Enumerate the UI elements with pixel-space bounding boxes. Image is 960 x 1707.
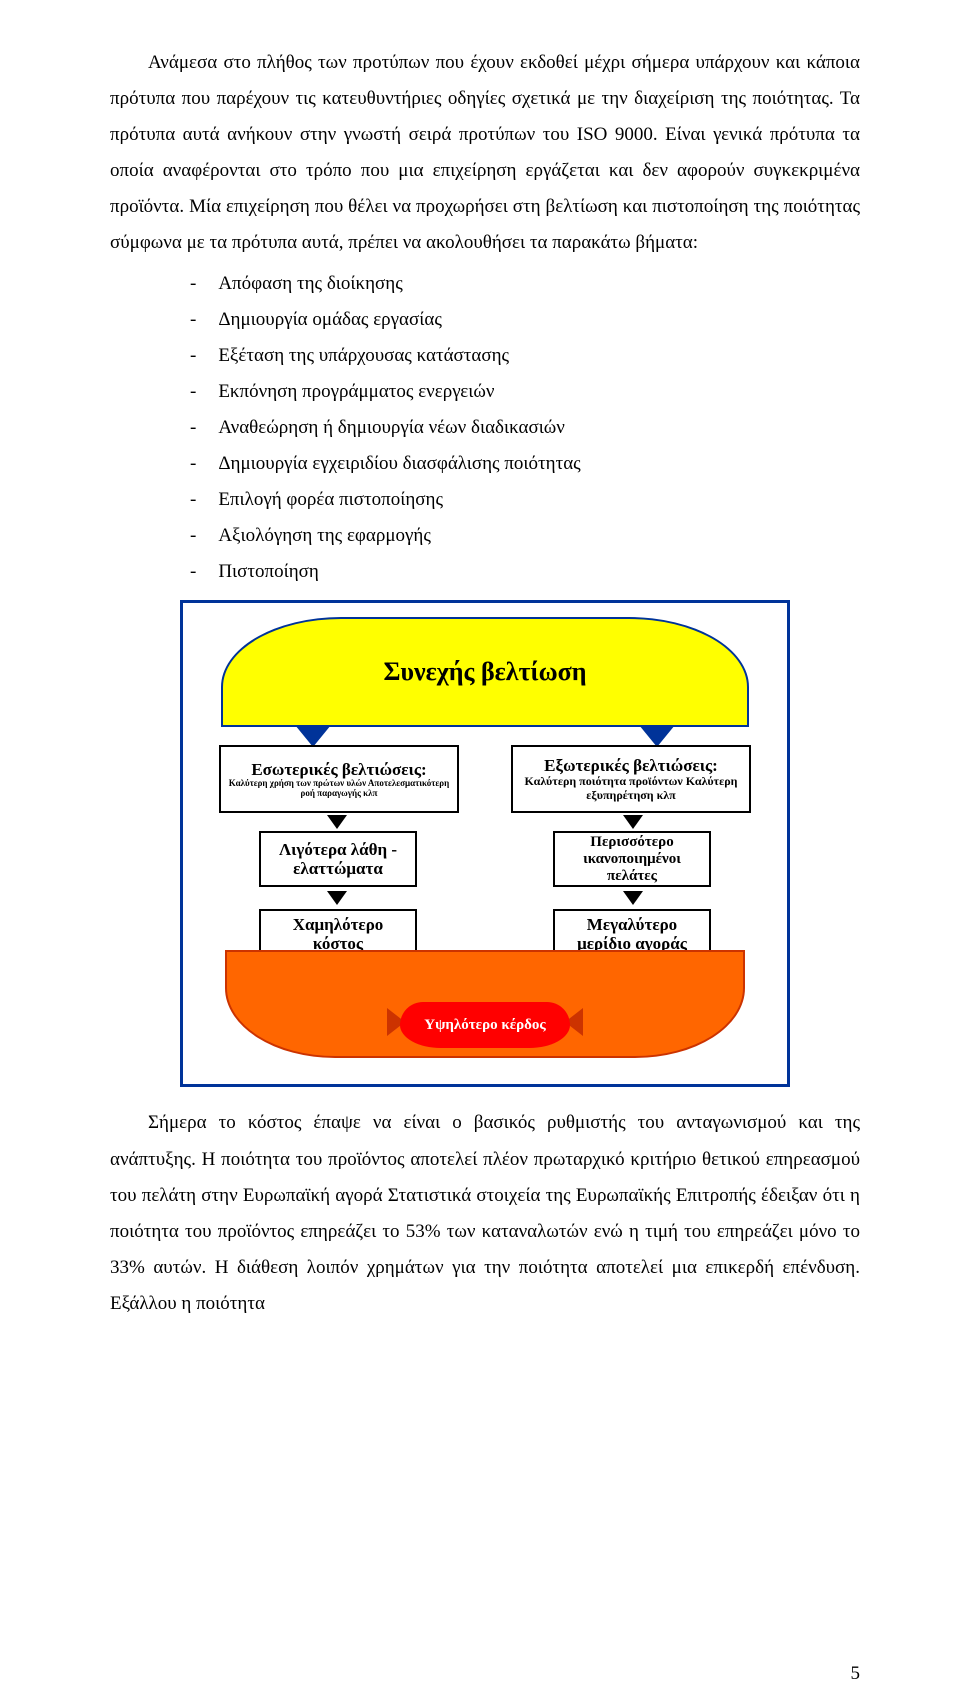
list-item-label: Επιλογή φορέα πιστοποίησης [218, 482, 443, 518]
list-item-label: Δημιουργία ομάδας εργασίας [218, 302, 442, 338]
arrow-down-icon [327, 891, 347, 905]
node-title: Εσωτερικές βελτιώσεις: [251, 760, 426, 780]
list-item: -Δημιουργία ομάδας εργασίας [190, 302, 860, 338]
list-item: -Εκπόνηση προγράμματος ενεργειών [190, 374, 860, 410]
list-item-label: Πιστοποίηση [218, 554, 319, 590]
diagram-node-satisfied-customers: Περισσότερο ικανοποιημένοι πελάτες [553, 831, 711, 887]
diagram-node-higher-profit: Υψηλότερο κέρδος [400, 1002, 570, 1048]
node-title: Χαμηλότερο κόστος [267, 915, 409, 954]
diagram-node-internal-improvements: Εσωτερικές βελτιώσεις: Καλύτερη χρήση τω… [219, 745, 459, 813]
arrow-down-icon [639, 725, 675, 747]
list-item: -Πιστοποίηση [190, 554, 860, 590]
node-title: Λιγότερα λάθη - ελαττώματα [267, 840, 409, 879]
paragraph-conclusion: Σήμερα το κόστος έπαψε να είναι ο βασικό… [110, 1105, 860, 1322]
steps-list: -Απόφαση της διοίκησης -Δημιουργία ομάδα… [190, 266, 860, 591]
diagram-node-external-improvements: Εξωτερικές βελτιώσεις: Καλύτερη ποιότητα… [511, 745, 751, 813]
list-item-label: Απόφαση της διοίκησης [218, 266, 402, 302]
node-subtitle: Καλύτερη ποιότητα προϊόντων Καλύτερη εξυ… [519, 775, 743, 803]
list-item-label: Εξέταση της υπάρχουσας κατάστασης [218, 338, 509, 374]
list-item: -Απόφαση της διοίκησης [190, 266, 860, 302]
list-item: -Εξέταση της υπάρχουσας κατάστασης [190, 338, 860, 374]
node-title: Μεγαλύτερο μερίδιο αγοράς [561, 915, 703, 954]
node-title: Περισσότερο ικανοποιημένοι πελάτες [561, 834, 703, 886]
list-item-label: Αξιολόγηση της εφαρμογής [218, 518, 431, 554]
list-item-label: Εκπόνηση προγράμματος ενεργειών [218, 374, 494, 410]
arrow-down-icon [295, 725, 331, 747]
diagram-top-banner: Συνεχής βελτίωση [221, 617, 749, 727]
node-title: Εξωτερικές βελτιώσεις: [544, 756, 718, 776]
list-item-label: Αναθεώρηση ή δημιουργία νέων διαδικασιών [218, 410, 565, 446]
list-item: -Επιλογή φορέα πιστοποίησης [190, 482, 860, 518]
arrow-down-icon [623, 815, 643, 829]
paragraph-intro: Ανάμεσα στο πλήθος των προτύπων που έχου… [110, 45, 860, 262]
list-item-label: Δημιουργία εγχειριδίου διασφάλισης ποιότ… [218, 446, 580, 482]
list-item: -Αναθεώρηση ή δημιουργία νέων διαδικασιώ… [190, 410, 860, 446]
page-number: 5 [851, 1663, 861, 1685]
arrow-down-icon [327, 815, 347, 829]
list-item: -Αξιολόγηση της εφαρμογής [190, 518, 860, 554]
list-item: -Δημιουργία εγχειριδίου διασφάλισης ποιό… [190, 446, 860, 482]
node-subtitle: Καλύτερη χρήση των πρώτων υλών Αποτελεσμ… [227, 779, 451, 799]
arrow-down-icon [623, 891, 643, 905]
diagram-node-fewer-defects: Λιγότερα λάθη - ελαττώματα [259, 831, 417, 887]
quality-diagram: Συνεχής βελτίωση Εσωτερικές βελτιώσεις: … [180, 600, 790, 1087]
